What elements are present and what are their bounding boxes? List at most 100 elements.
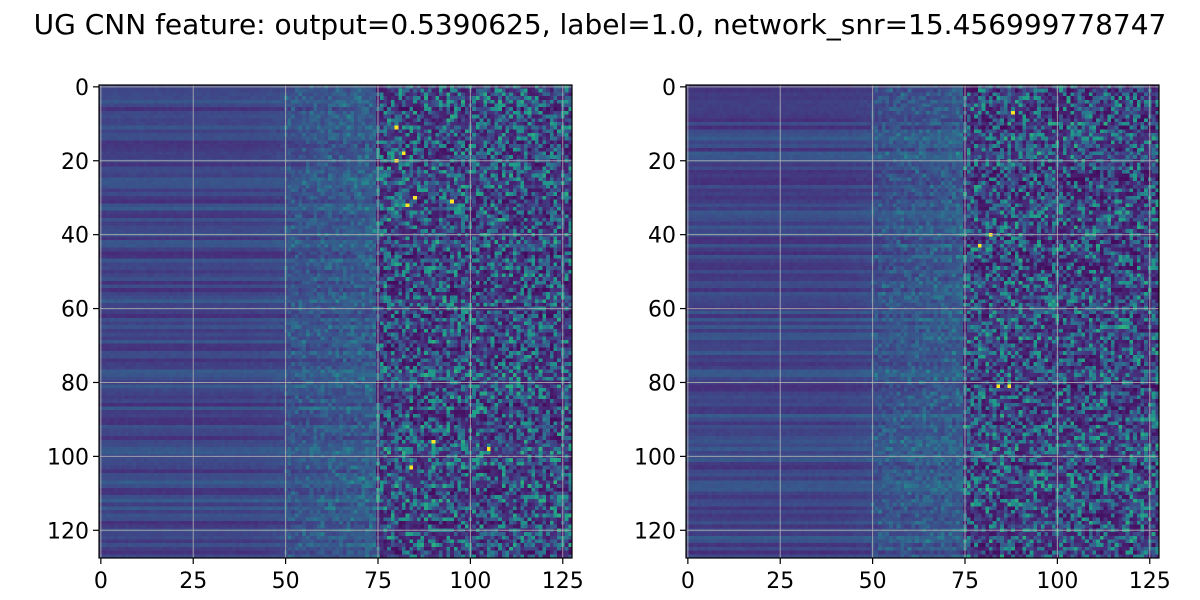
heatmap-cell — [199, 177, 203, 181]
heatmap-cell — [539, 107, 543, 111]
heatmap-cell — [287, 163, 291, 167]
heatmap-cell — [243, 103, 247, 107]
heatmap-cell — [247, 174, 251, 178]
heatmap-cell — [147, 100, 151, 104]
heatmap-cell — [491, 129, 495, 133]
heatmap-cell — [299, 152, 303, 156]
heatmap-cell — [487, 218, 491, 222]
heatmap-cell — [169, 144, 173, 148]
heatmap-cell — [402, 140, 406, 144]
heatmap-cell — [276, 126, 280, 130]
heatmap-cell — [158, 185, 162, 189]
heatmap-cell — [258, 118, 262, 122]
heatmap-cell — [343, 155, 347, 159]
heatmap-cell — [324, 89, 328, 93]
heatmap-cell — [384, 111, 388, 115]
heatmap-cell — [554, 126, 558, 130]
heatmap-cell — [531, 207, 535, 211]
heatmap-cell — [554, 188, 558, 192]
heatmap-cell — [343, 181, 347, 185]
heatmap-cell — [143, 203, 147, 207]
heatmap-cell — [391, 181, 395, 185]
heatmap-cell — [384, 144, 388, 148]
heatmap-cell — [443, 185, 447, 189]
heatmap-cell — [306, 203, 310, 207]
heatmap-cell — [114, 126, 118, 130]
heatmap-cell — [417, 214, 421, 218]
heatmap-cell — [247, 133, 251, 137]
heatmap-cell — [476, 89, 480, 93]
heatmap-cell — [339, 129, 343, 133]
heatmap-cell — [258, 192, 262, 196]
heatmap-cell — [517, 148, 521, 152]
heatmap-cell — [199, 200, 203, 204]
heatmap-cell — [387, 200, 391, 204]
heatmap-cell — [106, 181, 110, 185]
heatmap-cell — [535, 222, 539, 226]
heatmap-cell — [487, 152, 491, 156]
heatmap-cell — [528, 211, 532, 215]
heatmap-cell — [524, 185, 528, 189]
heatmap-cell — [143, 225, 147, 229]
heatmap-cell — [184, 225, 188, 229]
heatmap-cell — [169, 203, 173, 207]
heatmap-cell — [147, 103, 151, 107]
heatmap-cell — [502, 163, 506, 167]
heatmap-cell — [550, 196, 554, 200]
heatmap-cell — [151, 111, 155, 115]
heatmap-cell — [384, 218, 388, 222]
heatmap-cell — [505, 155, 509, 159]
heatmap-cell — [236, 152, 240, 156]
heatmap-cell — [428, 166, 432, 170]
heatmap-cell — [517, 211, 521, 215]
heatmap-cell — [132, 115, 136, 119]
heatmap-cell — [542, 196, 546, 200]
heatmap-cell — [306, 118, 310, 122]
heatmap-cell — [114, 103, 118, 107]
heatmap-cell — [520, 115, 524, 119]
heatmap-cell — [402, 103, 406, 107]
heatmap-cell — [276, 170, 280, 174]
heatmap-cell — [236, 196, 240, 200]
heatmap-cell — [121, 148, 125, 152]
heatmap-cell — [280, 177, 284, 181]
heatmap-cell — [136, 163, 140, 167]
heatmap-cell — [162, 177, 166, 181]
heatmap-cell — [372, 200, 376, 204]
heatmap-cell — [520, 140, 524, 144]
heatmap-cell — [302, 118, 306, 122]
heatmap-cell — [432, 203, 436, 207]
heatmap-cell — [210, 152, 214, 156]
heatmap-cell — [114, 181, 118, 185]
heatmap-cell — [391, 122, 395, 126]
heatmap-cell — [454, 137, 458, 141]
heatmap-cell — [243, 177, 247, 181]
heatmap-cell — [387, 155, 391, 159]
heatmap-cell — [217, 192, 221, 196]
heatmap-cell — [262, 137, 266, 141]
heatmap-cell — [546, 115, 550, 119]
heatmap-cell — [254, 118, 258, 122]
heatmap-cell — [358, 218, 362, 222]
heatmap-cell — [483, 89, 487, 93]
heatmap-cell — [483, 225, 487, 229]
heatmap-cell — [302, 207, 306, 211]
heatmap-cell — [302, 148, 306, 152]
heatmap-cell — [424, 166, 428, 170]
heatmap-cell — [531, 100, 535, 104]
heatmap-cell — [450, 140, 454, 144]
heatmap-cell — [169, 107, 173, 111]
heatmap-cell — [291, 103, 295, 107]
heatmap-cell — [391, 225, 395, 229]
heatmap-cell — [461, 222, 465, 226]
heatmap-cell — [121, 166, 125, 170]
heatmap-cell — [173, 214, 177, 218]
heatmap-cell — [306, 92, 310, 96]
heatmap-cell — [269, 170, 273, 174]
heatmap-cell — [539, 222, 543, 226]
heatmap-cell — [269, 148, 273, 152]
heatmap-cell — [217, 133, 221, 137]
heatmap-cell — [202, 122, 206, 126]
heatmap-cell — [476, 174, 480, 178]
heatmap-cell — [125, 148, 129, 152]
